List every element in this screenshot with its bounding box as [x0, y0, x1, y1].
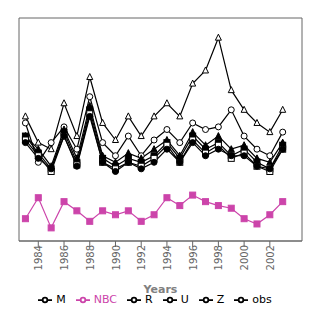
svg-text:1992: 1992 [136, 245, 147, 270]
svg-text:1990: 1990 [111, 245, 122, 270]
svg-text:2000: 2000 [239, 245, 250, 270]
html-text:NBC: NBC [93, 293, 117, 306]
svg-text:1986: 1986 [59, 245, 70, 270]
svg-text:1988: 1988 [85, 245, 96, 270]
svg-text:Years: Years [143, 283, 178, 296]
html-text:obs: obs [252, 293, 272, 306]
svg-text:1998: 1998 [213, 245, 224, 270]
html-text:Z: Z [216, 293, 225, 306]
svg-text:1994: 1994 [162, 245, 173, 270]
svg-text:1996: 1996 [188, 245, 199, 270]
svg-text:1984: 1984 [33, 245, 44, 270]
html-text:M: M [56, 293, 66, 306]
html-text:U: U [180, 293, 189, 306]
html-text:R: R [145, 293, 153, 306]
svg-text:2002: 2002 [265, 245, 276, 270]
